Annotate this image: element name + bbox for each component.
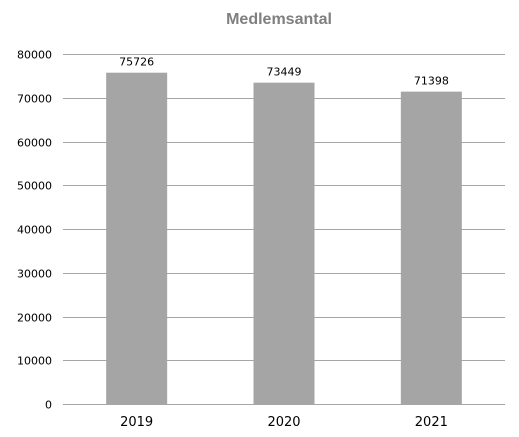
y-tick-label: 40000 [17,224,52,237]
data-label-2019: 75726 [119,56,154,69]
chart-title: Medlemsantal [226,11,332,28]
y-axis-ticks: 0 10000 20000 30000 40000 50000 60000 70000 8000… [17,49,52,412]
y-tick-label: 20000 [17,312,52,325]
x-axis-ticks: 2019 2020 2021 [120,415,448,430]
data-labels: 75726 73449 71398 [119,56,449,88]
x-tick-label-2020: 2020 [267,415,300,430]
y-tick-label: 10000 [17,355,52,368]
x-tick-label-2021: 2021 [415,415,448,430]
bar-2019 [106,72,168,404]
data-label-2021: 71398 [414,75,449,88]
bar-2020 [253,82,315,405]
x-tick-label-2019: 2019 [120,415,153,430]
bars [106,72,462,405]
y-tick-label: 50000 [17,180,52,193]
y-tick-label: 70000 [17,93,52,106]
y-tick-label: 30000 [17,268,52,281]
y-tick-label: 60000 [17,137,52,150]
y-tick-label: 0 [45,399,52,412]
y-tick-label: 80000 [17,49,52,62]
bar-2021 [400,91,462,404]
data-label-2020: 73449 [267,66,302,79]
